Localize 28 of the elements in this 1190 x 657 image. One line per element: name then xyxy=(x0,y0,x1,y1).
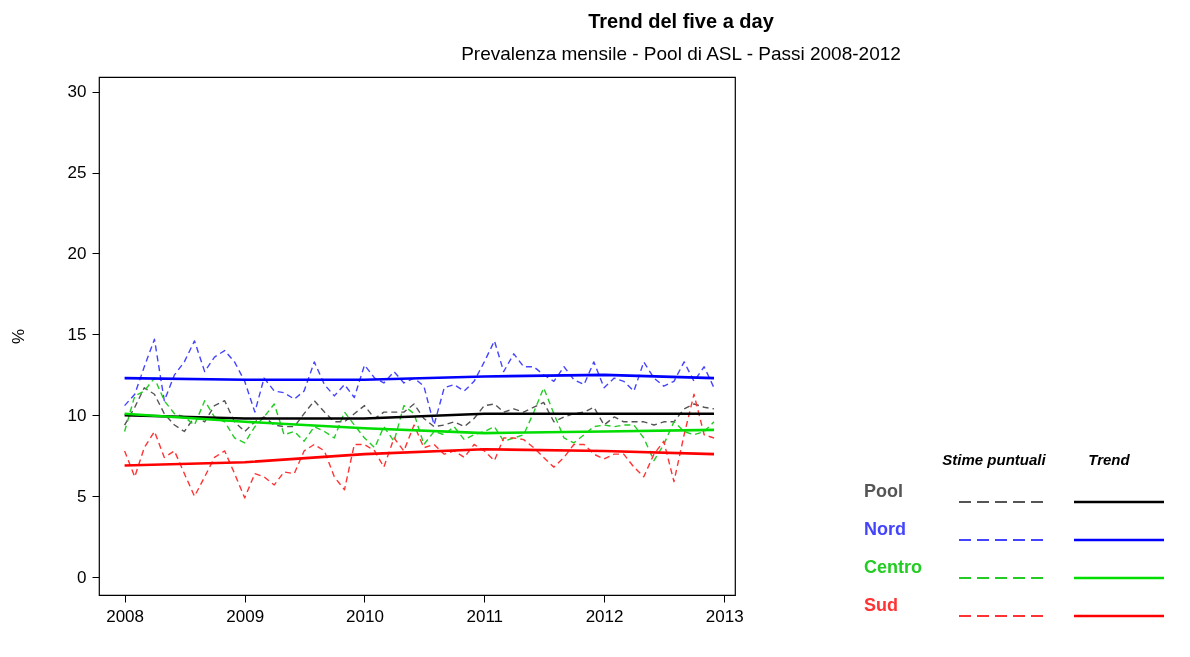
legend-label: Centro xyxy=(864,557,922,577)
line-series xyxy=(123,393,715,499)
x-tick-label: 2012 xyxy=(585,606,624,626)
text: Pool xyxy=(864,481,903,501)
x-tick-label: 2013 xyxy=(705,606,744,626)
y-axis-title: % xyxy=(8,328,28,345)
y-tick-label: 20 xyxy=(67,243,87,263)
line-series xyxy=(123,338,715,426)
text: Trend xyxy=(1088,451,1131,468)
y-tick-label: 30 xyxy=(67,82,87,102)
y-tick-label: 0 xyxy=(77,567,87,587)
y-tick-label: 5 xyxy=(77,486,87,506)
x-tick-label: 2009 xyxy=(226,606,265,626)
y-tick-label: 15 xyxy=(67,324,87,344)
legend-title: Stime puntuali xyxy=(942,451,1047,468)
y-tick-label: 25 xyxy=(67,163,87,183)
chart-subtitle: Prevalenza mensile - Pool di ASL - Passi 2008-2012 xyxy=(461,43,901,64)
y-tick-label: 10 xyxy=(67,405,87,425)
line-series xyxy=(123,387,715,433)
x-tick-label: 2008 xyxy=(106,606,145,626)
x-tick-label: 2011 xyxy=(466,606,504,626)
text: Sud xyxy=(864,595,898,615)
text: Nord xyxy=(864,519,906,539)
line-series xyxy=(123,377,715,462)
line-series xyxy=(123,412,716,435)
chart-title: Trend del five a day xyxy=(588,10,775,32)
line-series xyxy=(123,448,716,467)
x-tick-label: 2010 xyxy=(346,606,384,626)
